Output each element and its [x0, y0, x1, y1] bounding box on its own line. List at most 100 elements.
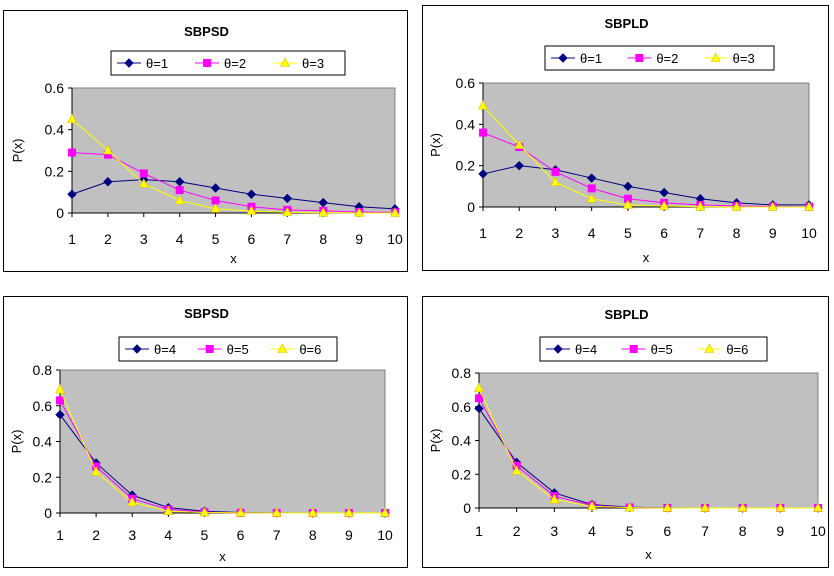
plot-area: [478, 372, 819, 509]
chart-panel-bottom-left: SBPSD 0 0.2 0.4 0.6 0.8 1 2 3 4 5 6 7 8 9 10 x P(x) θ=4 θ=5…: [3, 296, 408, 568]
legend-marker: [280, 57, 290, 67]
y-tick-label: 0: [463, 500, 471, 516]
series-3: [478, 100, 814, 211]
y-axis-label: P(x): [10, 139, 25, 163]
legend: θ=4 θ=5 θ=6: [118, 336, 338, 362]
legend-marker: [629, 345, 638, 353]
x-tick-label: 7: [696, 225, 704, 241]
legend-marker: [553, 344, 563, 354]
x-tick-label: 3: [128, 527, 136, 543]
chart-title: SBPLD: [604, 16, 648, 31]
legend-label: θ=2: [656, 51, 678, 66]
data-point: [211, 196, 220, 205]
data-point: [775, 502, 786, 512]
series-3: [55, 384, 390, 517]
x-tick-label: 8: [733, 225, 741, 241]
data-point: [307, 507, 318, 517]
x-tick-label: 6: [237, 527, 245, 543]
y-tick-label: 0.4: [456, 116, 476, 132]
x-tick-label: 9: [769, 225, 777, 241]
data-point: [55, 384, 65, 394]
x-tick-label: 8: [739, 523, 747, 539]
legend-label: θ=2: [224, 56, 246, 71]
y-tick-label: 0.6: [456, 75, 476, 91]
data-point: [102, 144, 113, 155]
data-point: [174, 194, 185, 205]
y-tick-label: 0.2: [456, 158, 476, 174]
y-tick-label: 0.6: [33, 398, 53, 414]
x-tick-label: 2: [515, 225, 523, 241]
data-point: [478, 169, 488, 179]
x-tick-label: 2: [92, 527, 100, 543]
legend-box: [544, 45, 775, 71]
chart-bottom-left: SBPSD 0 0.2 0.4 0.6 0.8 1 2 3 4 5 6 7 8 9 10 x P(x) θ=4 θ=5…: [9, 306, 393, 564]
series-line: [71, 179, 396, 210]
y-tick-label: 0.4: [45, 122, 65, 138]
x-tick-label: 2: [104, 231, 112, 247]
x-tick-label: 1: [56, 527, 64, 543]
plot-area: [71, 87, 396, 214]
data-point: [478, 100, 488, 110]
x-tick-label: 8: [309, 527, 317, 543]
chart-bottom-right: SBPLD 0 0.2 0.4 0.6 0.8 1 2 3 4 5 6 7 8 9 10 x P(x) θ=4 θ=5…: [428, 307, 826, 562]
chart-panel-bottom-right: SBPLD 0 0.2 0.4 0.6 0.8 1 2 3 4 5 6 7 8 9 10 x P(x) θ=4 θ=5…: [422, 296, 829, 568]
legend-box: [110, 50, 346, 76]
x-tick-label: 10: [377, 527, 393, 543]
x-tick-label: 7: [283, 231, 291, 247]
x-tick-label: 9: [355, 231, 363, 247]
data-point: [623, 181, 633, 192]
data-point: [175, 186, 184, 195]
legend-label: θ=5: [227, 342, 249, 357]
data-point: [246, 189, 257, 199]
data-point: [318, 207, 329, 217]
series-line: [482, 105, 809, 208]
x-tick-label: 3: [552, 225, 560, 241]
legend-label: θ=4: [154, 342, 176, 357]
chart-panel-top-right: SBPLD 0 0.2 0.4 0.6 1 2 3 4 5 6 7 8 9 10 x P(x) θ=1 θ=2 θ=3: [422, 5, 829, 271]
data-point: [622, 199, 633, 209]
series-3: [474, 382, 823, 512]
data-point: [695, 201, 706, 211]
y-tick-label: 0.2: [45, 163, 65, 179]
legend-marker: [205, 345, 214, 353]
data-point: [56, 396, 64, 405]
data-point: [587, 184, 596, 193]
data-point: [139, 169, 148, 178]
x-tick-label: 9: [776, 523, 784, 539]
data-point: [659, 200, 670, 210]
data-point: [163, 505, 174, 516]
y-tick-label: 0: [467, 199, 475, 215]
legend: θ=1 θ=2 θ=3: [110, 50, 346, 76]
y-tick-label: 0.4: [33, 434, 53, 450]
data-point: [587, 500, 597, 511]
y-axis-label: P(x): [428, 429, 443, 453]
y-tick-label: 0.2: [33, 469, 53, 485]
legend-label: θ=6: [726, 342, 748, 357]
legend-marker: [277, 343, 288, 353]
x-axis-label: x: [230, 251, 237, 266]
legend-box: [539, 336, 768, 362]
data-point: [282, 193, 293, 204]
x-tick-label: 6: [660, 225, 668, 241]
data-point: [210, 183, 221, 193]
data-point: [343, 507, 354, 517]
legend-marker: [704, 343, 715, 353]
legend-marker: [635, 54, 644, 62]
x-axis-label: x: [645, 547, 652, 562]
data-point: [67, 113, 77, 124]
data-point: [235, 507, 246, 517]
legend-label: θ=3: [302, 56, 324, 71]
data-point: [475, 394, 483, 403]
data-point: [550, 176, 561, 186]
legend-marker: [203, 59, 211, 67]
legend-label: θ=6: [299, 342, 321, 357]
x-tick-label: 5: [624, 225, 632, 241]
y-tick-label: 0.4: [452, 433, 472, 449]
data-point: [199, 506, 210, 517]
data-point: [586, 173, 597, 183]
series-line: [71, 152, 396, 213]
data-point: [474, 382, 484, 392]
data-point: [813, 502, 823, 512]
series-3: [67, 113, 400, 217]
x-tick-label: 4: [588, 523, 596, 539]
